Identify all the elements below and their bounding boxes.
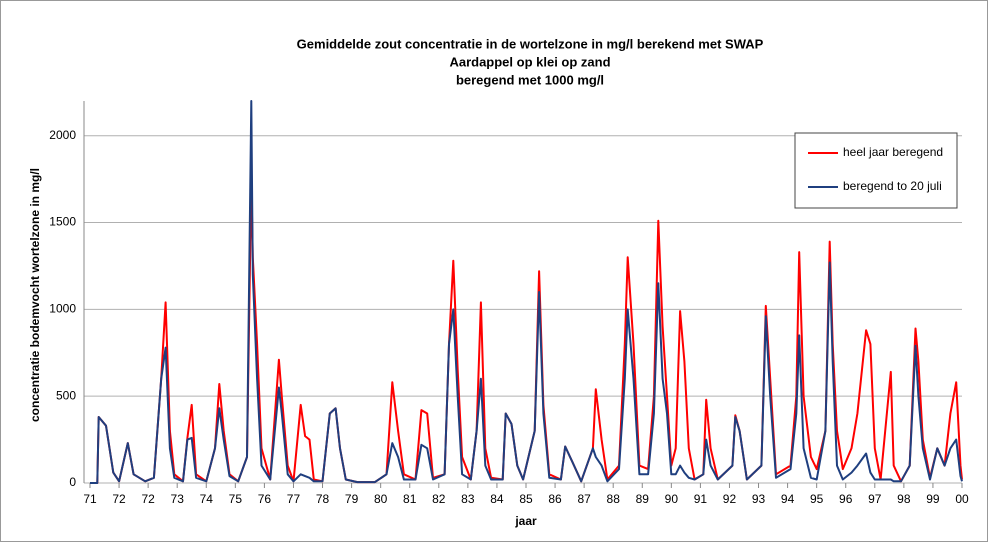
- chart-title: Gemiddelde zout concentratie in de worte…: [297, 36, 764, 51]
- y-tick-label: 0: [69, 475, 76, 489]
- x-tick-label: 72: [112, 492, 126, 506]
- y-tick-label: 500: [56, 388, 76, 402]
- x-tick-label: 90: [665, 492, 679, 506]
- x-tick-label: 77: [287, 492, 301, 506]
- legend-box: [794, 132, 958, 209]
- x-tick-label: 74: [200, 492, 214, 506]
- x-tick-label: 88: [607, 492, 621, 506]
- x-tick-label: 97: [868, 492, 882, 506]
- x-tick-label: 00: [955, 492, 969, 506]
- legend: heel jaar beregend beregend to 20 juli: [794, 132, 958, 209]
- series-line: [90, 100, 963, 484]
- x-tick-label: 75: [229, 492, 243, 506]
- legend-label: heel jaar beregend: [843, 145, 943, 159]
- y-axis-label: concentratie bodemvocht wortelzone in mg…: [28, 168, 42, 422]
- chart-subtitle: Aardappel op klei op zand: [449, 54, 610, 69]
- x-tick-label: 78: [316, 492, 330, 506]
- x-tick-label: 85: [519, 492, 533, 506]
- x-tick-label: 71: [83, 492, 97, 506]
- x-tick-label: 99: [926, 492, 940, 506]
- x-tick-label: 93: [752, 492, 766, 506]
- x-tick-label: 76: [258, 492, 272, 506]
- x-tick-label: 84: [490, 492, 504, 506]
- chart-subtitle: beregend met 1000 mg/l: [456, 72, 604, 87]
- x-tick-label: 96: [839, 492, 853, 506]
- x-tick-label: 86: [548, 492, 562, 506]
- x-tick-label: 98: [897, 492, 911, 506]
- x-tick-label: 91: [694, 492, 708, 506]
- y-tick-label: 1000: [49, 302, 76, 316]
- x-tick-label: 79: [345, 492, 359, 506]
- x-tick-label: 94: [781, 492, 795, 506]
- x-tick-label: 72: [141, 492, 155, 506]
- x-axis-label: jaar: [514, 514, 537, 528]
- x-tick-label: 82: [432, 492, 446, 506]
- x-tick-label: 73: [171, 492, 185, 506]
- y-tick-label: 1500: [49, 215, 76, 229]
- legend-label: beregend to 20 juli: [843, 179, 942, 193]
- x-tick-label: 83: [461, 492, 475, 506]
- x-tick-label: 87: [577, 492, 591, 506]
- x-tick-label: 95: [810, 492, 824, 506]
- y-tick-label: 2000: [49, 128, 76, 142]
- x-tick-label: 92: [723, 492, 737, 506]
- x-tick-label: 81: [403, 492, 417, 506]
- x-tick-label: 80: [374, 492, 388, 506]
- x-tick-label: 89: [636, 492, 650, 506]
